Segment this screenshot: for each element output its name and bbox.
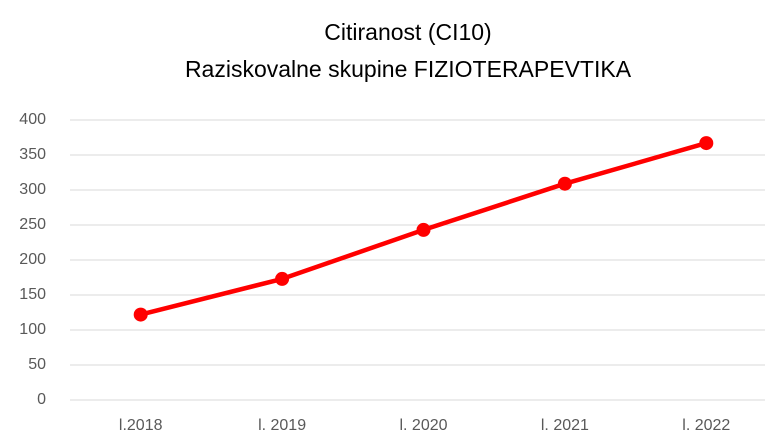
x-tick-label: l. 2022 — [682, 417, 730, 434]
data-point — [416, 222, 431, 237]
y-tick-label: 100 — [19, 321, 46, 338]
y-tick-label: 400 — [19, 111, 46, 128]
x-tick-label: l.2018 — [119, 417, 163, 434]
x-tick-label: l. 2021 — [541, 417, 589, 434]
data-point — [699, 136, 714, 151]
x-tick-label: l. 2020 — [399, 417, 447, 434]
data-point — [133, 307, 148, 322]
y-tick-label: 300 — [19, 181, 46, 198]
y-tick-label: 150 — [19, 286, 46, 303]
data-point — [275, 271, 290, 286]
y-tick-label: 350 — [19, 146, 46, 163]
y-tick-label: 250 — [19, 216, 46, 233]
x-tick-label: l. 2019 — [258, 417, 306, 434]
chart-subtitle: Raziskovalne skupine FIZIOTERAPEVTIKA — [185, 56, 632, 82]
chart-title: Citiranost (CI10) — [324, 19, 491, 45]
y-tick-label: 0 — [37, 391, 46, 408]
y-tick-label: 200 — [19, 251, 46, 268]
data-point — [557, 176, 572, 191]
y-tick-label: 50 — [28, 356, 46, 373]
